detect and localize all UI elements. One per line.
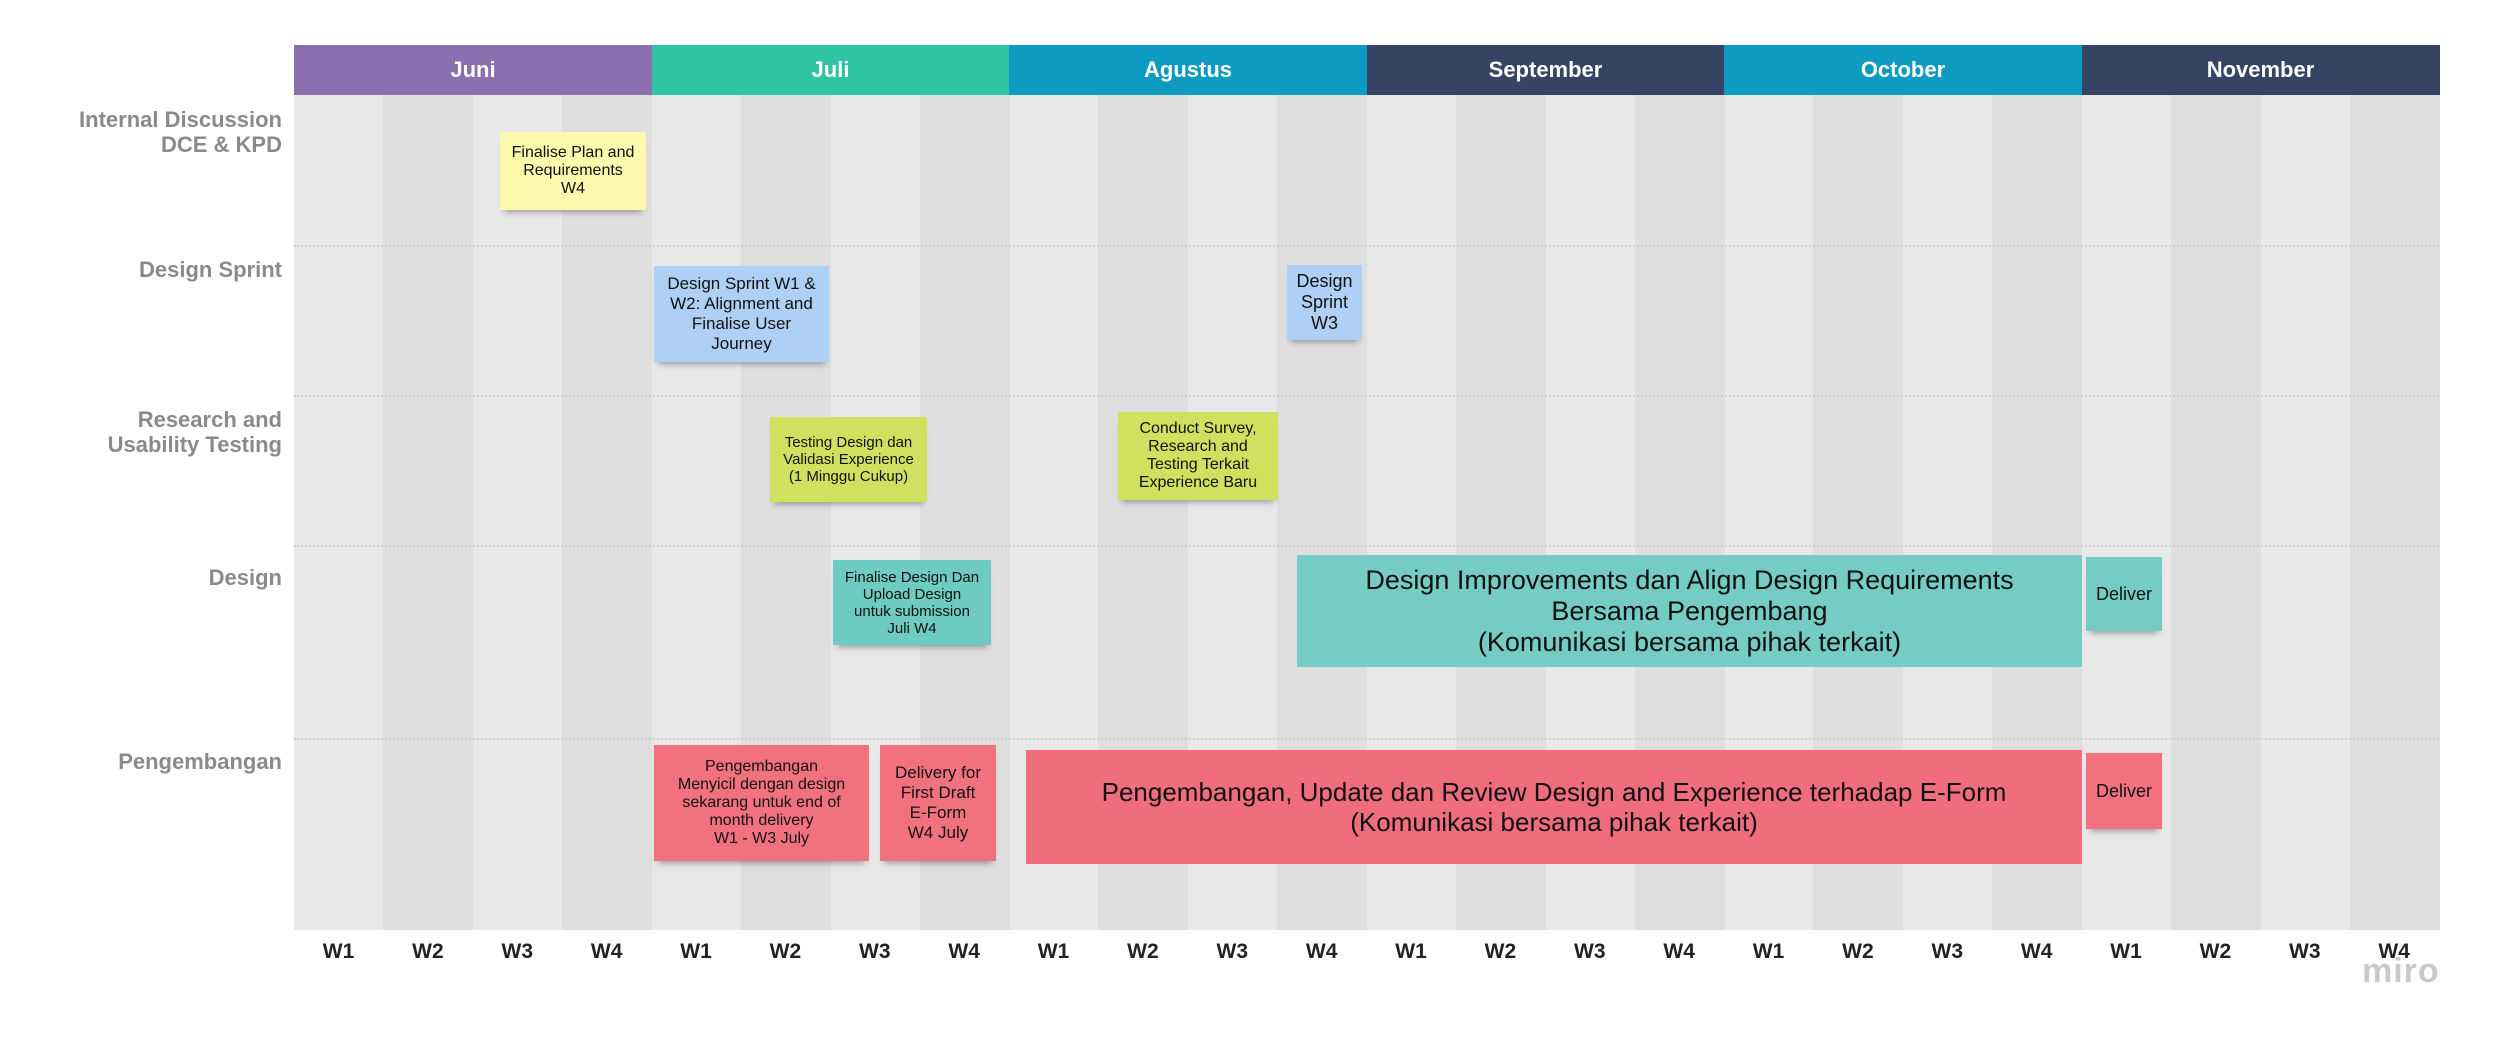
week-label: W3 xyxy=(1216,940,1249,963)
sticky-note[interactable]: Finalise Plan and Requirements W4 xyxy=(500,132,646,210)
week-label: W3 xyxy=(2289,940,2321,963)
timeline-board: Juni Juli Agustus September October November … xyxy=(294,45,2440,930)
sticky-note[interactable]: Testing Design dan Validasi Experience (… xyxy=(770,417,927,502)
week-label: W2 xyxy=(769,940,802,963)
row-divider xyxy=(294,395,2439,397)
row-divider xyxy=(294,245,2439,247)
sticky-note[interactable]: Conduct Survey, Research and Testing Ter… xyxy=(1118,412,1278,500)
week-label: W1 xyxy=(680,940,712,963)
sticky-note[interactable]: Deliver xyxy=(2086,753,2162,829)
week-label: W1 xyxy=(322,940,355,963)
week-column xyxy=(2170,95,2261,930)
week-label: W4 xyxy=(2020,940,2053,963)
week-column xyxy=(562,95,652,930)
week-label: W3 xyxy=(1574,940,1606,963)
week-label: W1 xyxy=(1395,940,1427,963)
week-label: W3 xyxy=(1931,940,1964,963)
row-label: Pengembangan xyxy=(118,749,282,774)
week-label: W4 xyxy=(2378,940,2410,963)
week-label: W2 xyxy=(2199,940,2232,963)
week-label: W2 xyxy=(1127,940,1159,963)
week-label: W2 xyxy=(412,940,444,963)
week-label: W3 xyxy=(501,940,534,963)
week-label: W4 xyxy=(590,940,623,963)
sticky-note[interactable]: Finalise Design Dan Upload Design untuk … xyxy=(833,560,991,645)
week-label: W2 xyxy=(1484,940,1517,963)
sticky-note[interactable]: Pengembangan Menyicil dengan design seka… xyxy=(654,745,869,861)
week-label: W4 xyxy=(948,940,980,963)
month-header-agustus: Agustus xyxy=(1009,45,1367,95)
sticky-note[interactable]: Pengembangan, Update dan Review Design a… xyxy=(1026,750,2082,864)
month-header-juni: Juni xyxy=(294,45,652,95)
sticky-note[interactable]: Design Improvements dan Align Design Req… xyxy=(1297,555,2082,667)
week-label: W4 xyxy=(1663,940,1695,963)
sticky-note[interactable]: Design Sprint W1 & W2: Alignment and Fin… xyxy=(654,266,829,362)
row-label: Internal Discussion DCE & KPD xyxy=(79,107,282,157)
week-label: W4 xyxy=(1305,940,1338,963)
week-column xyxy=(383,95,474,930)
month-header-november: November xyxy=(2081,45,2440,95)
month-header-september: September xyxy=(1366,45,1725,95)
month-header-juli: Juli xyxy=(651,45,1010,95)
week-label: W2 xyxy=(1842,940,1874,963)
week-label: W1 xyxy=(1037,940,1070,963)
week-column xyxy=(473,95,563,930)
row-label: Research and Usability Testing xyxy=(107,407,282,457)
sticky-note[interactable]: Deliver xyxy=(2086,557,2162,631)
miro-logo: miro xyxy=(2362,952,2440,990)
row-label: Design Sprint xyxy=(138,257,282,282)
sticky-note[interactable]: Design Sprint W3 xyxy=(1287,265,1362,340)
week-column xyxy=(2349,95,2440,930)
week-label: W3 xyxy=(859,940,891,963)
week-column xyxy=(294,95,384,930)
row-label: Design xyxy=(208,565,282,590)
row-divider xyxy=(294,545,2439,547)
week-label: W1 xyxy=(1752,940,1785,963)
week-column xyxy=(2260,95,2350,930)
month-header-october: October xyxy=(1724,45,2082,95)
row-divider xyxy=(294,738,2439,740)
sticky-note[interactable]: Delivery for First Draft E-Form W4 July xyxy=(880,745,996,861)
week-label: W1 xyxy=(2110,940,2142,963)
